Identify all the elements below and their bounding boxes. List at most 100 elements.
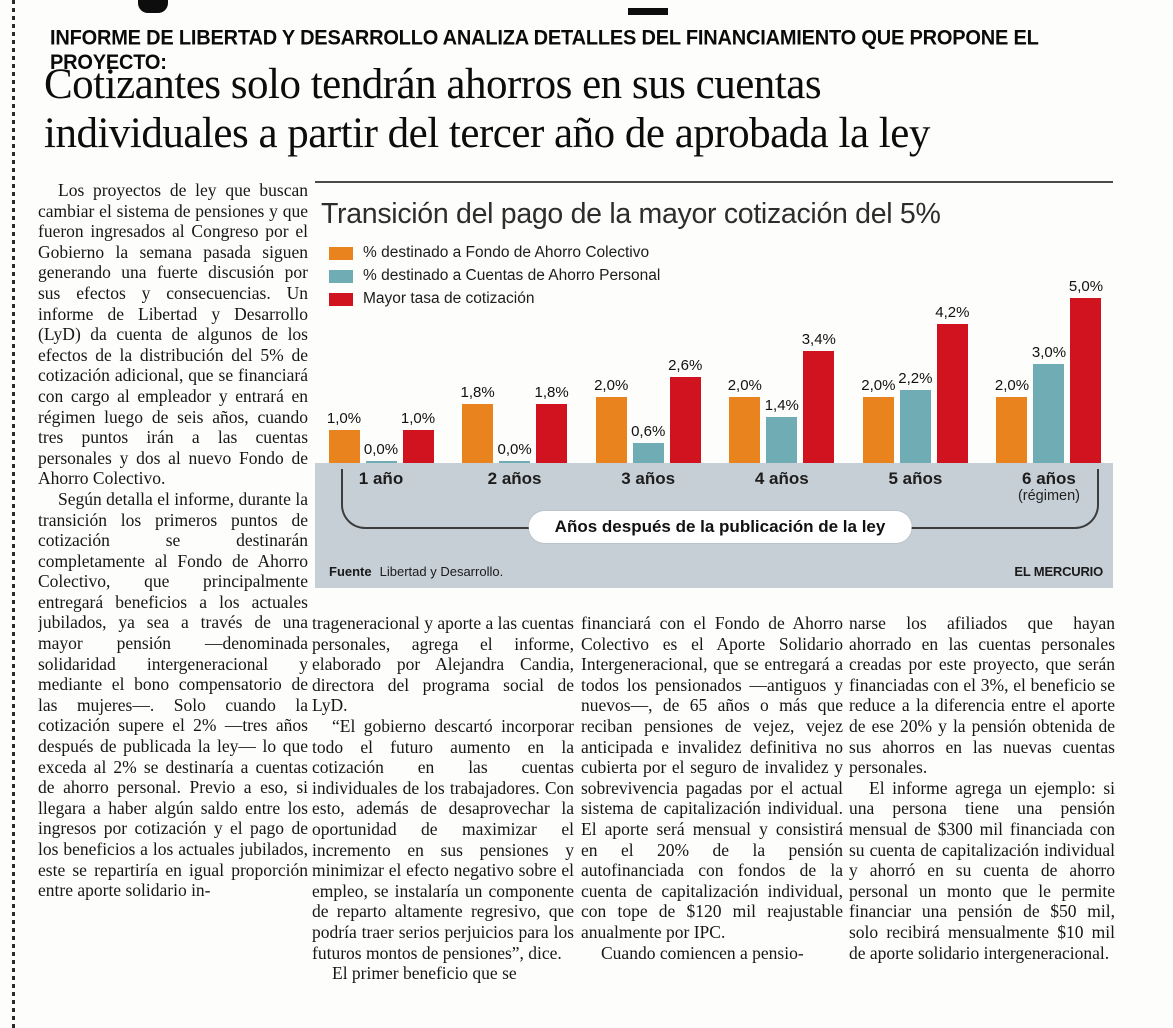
chart-axis-band: 1 año 2 años 3 años 4 años 5 años 6 años (régi… bbox=[315, 463, 1113, 588]
article-column-2: trageneracional y aporte a las cuentas p… bbox=[312, 613, 574, 1027]
bar-value-label: 2,2% bbox=[898, 370, 933, 388]
bar bbox=[996, 397, 1028, 463]
bar-value-label: 2,0% bbox=[594, 377, 629, 394]
article-paragraph: Los proyectos de ley que buscan cambiar … bbox=[38, 180, 308, 489]
bar-value-label: 1,4% bbox=[764, 396, 799, 414]
bar-wrap: 1,0% bbox=[400, 410, 436, 463]
bar-wrap: 0,0% bbox=[363, 441, 399, 463]
category-label: 6 años (régimen) bbox=[993, 469, 1105, 505]
bar bbox=[462, 403, 494, 463]
article-paragraph: Cuando comiencen a pensio- bbox=[601, 942, 804, 963]
bar-group: 2,0% 2,2% 4,2% bbox=[859, 304, 971, 463]
bar-wrap: 1,4% bbox=[764, 396, 799, 463]
bar-value-label: 5,0% bbox=[1068, 278, 1104, 295]
article-paragraph: financiará con el Fondo de Ahorro Colect… bbox=[581, 613, 843, 942]
bar bbox=[899, 390, 931, 463]
kicker-headline: INFORME DE LIBERTAD Y DESARROLLO ANALIZA… bbox=[50, 26, 1039, 75]
article-paragraph: Según detalla el informe, durante la tra… bbox=[38, 488, 308, 901]
chart-source-row: Fuente Libertad y Desarrollo. EL MERCURIO bbox=[329, 564, 1103, 579]
bar bbox=[328, 430, 360, 463]
bar-wrap: 2,0% bbox=[727, 377, 762, 463]
bar-wrap: 2,2% bbox=[898, 370, 933, 463]
bar bbox=[1070, 298, 1102, 463]
bar-wrap: 5,0% bbox=[1068, 278, 1104, 463]
legend-item: Mayor tasa de cotización bbox=[329, 290, 1113, 308]
chart-legend: % destinado a Fondo de Ahorro Colectivo%… bbox=[329, 244, 1113, 308]
bar-wrap: 1,8% bbox=[460, 383, 495, 463]
legend-label: % destinado a Fondo de Ahorro Colectivo bbox=[363, 244, 650, 261]
source-label: Fuente bbox=[329, 564, 372, 579]
bar bbox=[803, 350, 835, 463]
category-label: 4 años bbox=[754, 469, 809, 488]
legend-item: % destinado a Fondo de Ahorro Colectivo bbox=[329, 244, 1113, 262]
category-label: 1 año bbox=[358, 469, 404, 488]
cropped-headline-fragment bbox=[138, 0, 168, 13]
article-paragraph: “El gobierno descartó incorporar todo el… bbox=[312, 715, 574, 963]
bar-wrap: 1,0% bbox=[326, 410, 362, 463]
source-value: Libertad y Desarrollo. bbox=[379, 564, 504, 579]
legend-swatch-icon bbox=[329, 269, 353, 283]
bar-group: 1,8% 0,0% 1,8% bbox=[459, 384, 571, 463]
bar-value-label: 1,8% bbox=[534, 383, 569, 401]
axis-bracket: Años después de la publicación de la ley bbox=[341, 469, 1099, 543]
source-text: Fuente Libertad y Desarrollo. bbox=[329, 564, 503, 579]
bar-group: 2,0% 3,0% 5,0% bbox=[993, 278, 1105, 463]
cropped-headline-fragment bbox=[628, 8, 668, 15]
bar bbox=[729, 397, 761, 463]
article-column-3: financiará con el Fondo de Ahorro Colect… bbox=[581, 613, 843, 1027]
bar bbox=[1033, 364, 1065, 463]
bar-value-label: 0,6% bbox=[631, 423, 666, 441]
legend-label: % destinado a Cuentas de Ahorro Personal bbox=[363, 267, 661, 284]
article-column-1: Los proyectos de ley que buscan cambiar … bbox=[38, 180, 308, 1026]
bar-wrap: 4,2% bbox=[935, 304, 970, 463]
category-sublabel: (régimen) bbox=[1017, 487, 1080, 504]
bar-value-label: 1,8% bbox=[460, 383, 495, 401]
category-label: 3 años bbox=[621, 469, 676, 488]
chart-plot: 1,0% 0,0% 1,0% 1,8% 0,0% 1,8% 2,0% 0,6% 2,6% 2,0%… bbox=[325, 268, 1105, 463]
bar-value-label: 1,0% bbox=[326, 410, 362, 427]
bar bbox=[402, 430, 434, 463]
x-axis-label: Años después de la publicación de la ley bbox=[528, 511, 912, 543]
bar-wrap: 2,0% bbox=[994, 377, 1030, 463]
legend-swatch-icon bbox=[329, 292, 353, 306]
bar-value-label: 1,0% bbox=[400, 410, 436, 427]
bar-value-label: 2,0% bbox=[861, 377, 896, 394]
article-paragraph: trageneracional y aporte a las cuentas p… bbox=[312, 613, 574, 716]
legend-swatch-icon bbox=[329, 246, 353, 260]
bar-value-label: 3,0% bbox=[1031, 344, 1067, 361]
article-paragraph: El primer beneficio que se bbox=[332, 963, 517, 984]
bar-value-label: 0,0% bbox=[497, 441, 532, 458]
article-paragraph: El informe agrega un ejemplo: si una per… bbox=[849, 777, 1115, 963]
legend-item: % destinado a Cuentas de Ahorro Personal bbox=[329, 267, 1113, 285]
bar-group: 2,0% 1,4% 3,4% bbox=[726, 331, 838, 463]
category-label: 2 años bbox=[487, 469, 542, 488]
bar-value-label: 3,4% bbox=[801, 330, 836, 348]
main-headline: Cotizantes solo tendrán ahorros en sus c… bbox=[44, 61, 930, 158]
bar-wrap: 2,0% bbox=[861, 377, 896, 463]
article-paragraph: narse los afiliados que hayan ahorrado e… bbox=[849, 613, 1115, 778]
chart-category-row: 1 año 2 años 3 años 4 años 5 años 6 años (régi… bbox=[325, 469, 1105, 505]
bar-wrap: 0,6% bbox=[631, 423, 666, 463]
bar bbox=[632, 443, 664, 463]
chart-title: Transición del pago de la mayor cotizaci… bbox=[321, 198, 941, 230]
legend-label: Mayor tasa de cotización bbox=[363, 290, 535, 307]
bar-value-label: 0,0% bbox=[363, 441, 399, 458]
bar-wrap: 0,0% bbox=[497, 441, 532, 463]
bar bbox=[669, 377, 701, 463]
article-column-4: narse los afiliados que hayan ahorrado e… bbox=[849, 613, 1115, 1027]
bar-value-label: 2,0% bbox=[994, 377, 1030, 394]
bar-value-label: 2,6% bbox=[668, 357, 703, 375]
bar bbox=[936, 324, 968, 463]
left-column-dotted-rule bbox=[12, 0, 15, 1028]
bar-wrap: 1,8% bbox=[534, 383, 569, 463]
bar-group: 2,0% 0,6% 2,6% bbox=[592, 357, 704, 463]
bar-wrap: 2,6% bbox=[668, 357, 703, 463]
bar-group: 1,0% 0,0% 1,0% bbox=[325, 410, 437, 463]
bar-value-label: 2,0% bbox=[727, 377, 762, 394]
bar-value-label: 4,2% bbox=[935, 304, 970, 322]
bar bbox=[862, 397, 894, 463]
bar-wrap: 3,0% bbox=[1031, 344, 1067, 463]
bar-wrap: 2,0% bbox=[594, 377, 629, 463]
bar bbox=[365, 461, 397, 463]
bar-wrap: 3,4% bbox=[801, 330, 836, 463]
